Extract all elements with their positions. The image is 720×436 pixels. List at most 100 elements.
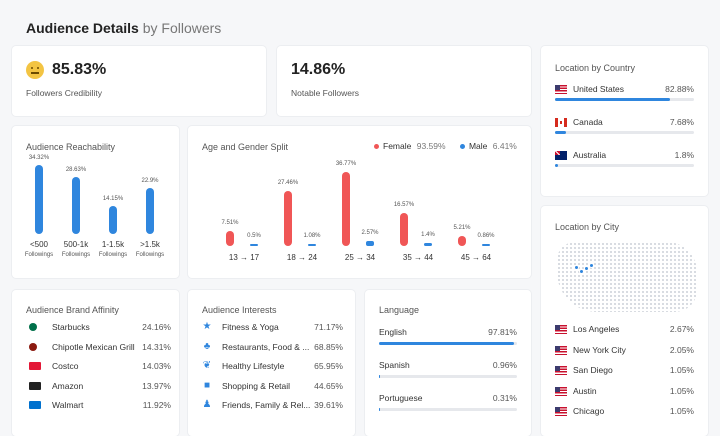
language-name: English [379,327,407,337]
city-name: New York City [573,344,626,355]
city-name: Austin [573,385,597,396]
male-bar [366,240,374,246]
country-value: 82.88% [665,84,694,94]
legend-female-label: Female [383,141,412,151]
notable-card: 14.86% Notable Followers [277,46,531,116]
brands-title: Audience Brand Affinity [26,305,119,315]
brand-name: Chipotle Mexican Grill [52,341,135,352]
country-value: 1.8% [674,150,694,160]
reach-bar-label: 34.32% [28,155,50,162]
fitness-icon: ★ [202,321,212,332]
map-pin-icon [589,263,594,268]
map-pin-icon [579,269,584,274]
reach-bar [109,205,117,234]
country-name: United States [573,84,625,94]
city-title: Location by City [555,222,620,232]
interest-name: Healthy Lifestyle [222,361,285,371]
flag-au-icon [555,151,567,160]
female-bar-label: 5.21% [453,224,471,231]
language-progress-fill [379,375,381,378]
notable-value: 14.86% [291,61,346,78]
legend-female-value: 93.59% [416,141,446,151]
brand-name: Walmart [52,400,84,410]
interest-value: 44.65% [314,380,343,391]
reach-category: >1.5k [140,240,160,249]
reach-category: 500-1k [63,240,89,249]
brand-value: 11.92% [142,400,171,410]
interests-card: Audience Interests ★ Fitness & Yoga 71.17%… [188,290,355,436]
interest-name: Friends, Family & Rel... [222,400,311,410]
brand-name: Costco [52,361,79,371]
interest-value: 65.95% [314,361,343,371]
language-value: 97.81% [488,327,517,337]
female-bar [284,191,292,246]
interest-name: Restaurants, Food & ... [222,341,310,352]
language-card: Language English 97.81% Spanish 0.96% Portug… [365,290,531,436]
age-category: 13 → 17 [228,253,260,262]
interest-value: 39.61% [314,400,343,410]
male-bar-label: 2.57% [361,229,379,236]
age-category: 18 → 24 [286,253,318,262]
city-value: 1.05% [669,365,694,375]
credibility-card: 85.83% Followers Credibility [12,46,266,116]
language-name: Spanish [379,360,410,370]
brand-value: 14.03% [142,361,171,371]
age-category: 25 → 34 [344,253,376,262]
interests-title: Audience Interests [202,305,277,315]
brand-name: Amazon [52,380,84,391]
age-category: 35 → 44 [402,253,434,262]
costco-logo-icon [29,362,41,370]
reach-category: 1-1.5k [101,240,125,249]
reach-bar-label: 28.63% [65,166,87,173]
country-progress-fill [555,131,566,134]
flag-us-icon [555,85,567,94]
brand-value: 14.31% [142,341,171,352]
city-value: 2.67% [669,324,694,334]
legend-male-label: Male [468,141,488,151]
city-name: San Diego [573,365,613,375]
agegender-title: Age and Gender Split [202,142,289,152]
country-progress-track [555,98,694,101]
reach-bar-label: 14.15% [102,195,124,202]
flag-us-icon [555,345,567,355]
age-category: 45 → 64 [460,253,492,262]
country-progress-track [555,131,694,134]
country-progress-fill [555,98,671,101]
female-bar [458,235,466,246]
female-bar-label: 36.77% [335,161,357,168]
reach-bar [146,188,154,234]
country-value: 7.68% [669,117,694,127]
city-card: Location by City Los Angeles 2.67% New Yor… [541,206,708,436]
interest-value: 71.17% [314,322,343,332]
language-title: Language [379,305,420,315]
female-dot-icon [374,144,379,150]
reach-bar-label: 22.9% [141,178,159,185]
reachability-card: Audience Reachability 34.32% <500 Followin… [12,126,179,278]
country-progress-track [555,164,694,167]
chipotle-logo-icon [29,342,37,351]
flag-us-icon [555,325,567,334]
city-value: 1.05% [669,385,694,396]
leaf-icon: ❦ [202,360,212,371]
page-title: Audience Details by Followers [26,20,221,36]
female-bar-label: 16.57% [393,201,415,208]
male-bar [424,243,432,246]
country-name: Canada [573,117,603,127]
reach-bar [72,176,80,234]
neutral-face-icon [26,61,44,79]
female-bar-label: 27.46% [277,180,299,187]
map-pin-icon [584,266,589,271]
page-title-sub: by Followers [142,20,222,36]
legend-male-value: 6.41% [492,141,517,151]
interest-value: 68.85% [314,341,343,352]
brand-name: Starbucks [52,322,90,332]
reachability-title: Audience Reachability [26,142,116,152]
reach-sublabel: Followings [24,252,54,258]
language-progress-track [379,408,517,411]
language-value: 0.31% [492,393,517,403]
people-icon: ♟ [202,399,212,410]
amazon-logo-icon [29,381,41,390]
city-name: Chicago [573,406,605,416]
notable-label: Notable Followers [291,88,360,98]
country-card: Location by Country United States 82.88% C… [541,46,708,196]
